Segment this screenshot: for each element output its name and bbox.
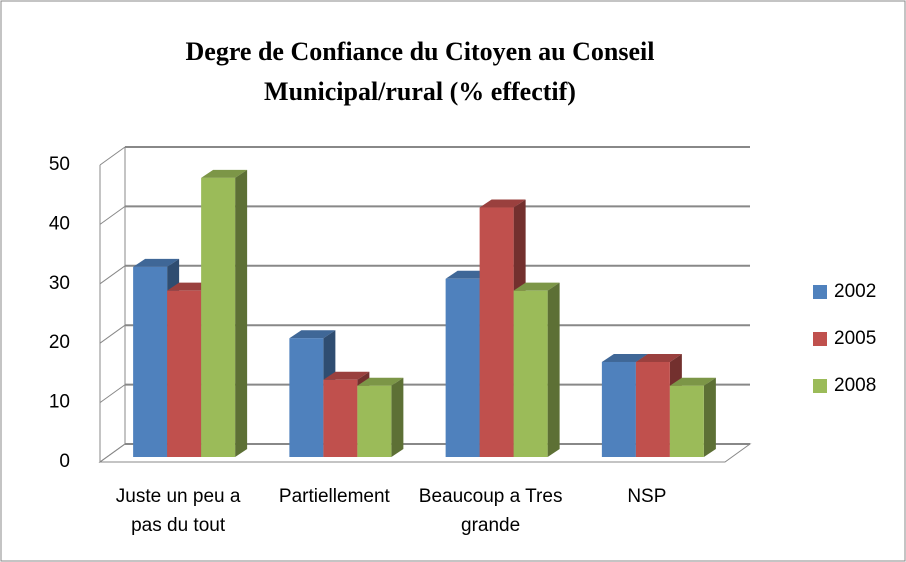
legend-swatch xyxy=(813,285,827,299)
bar-top xyxy=(479,199,526,208)
bar-top xyxy=(201,169,248,178)
chart-title: Degre de Confiance du Citoyen au Conseil… xyxy=(185,37,655,106)
grid-diagonal xyxy=(99,443,126,463)
y-tick-label: 20 xyxy=(49,332,70,353)
grid-diagonal xyxy=(99,146,126,166)
bar-top xyxy=(669,377,716,386)
bar-side xyxy=(547,282,560,457)
grid-diagonal xyxy=(99,205,126,225)
bar xyxy=(289,338,324,457)
y-tick-label: 0 xyxy=(59,451,70,472)
bar xyxy=(669,385,704,457)
bar-top xyxy=(513,282,560,291)
bar xyxy=(323,379,358,457)
bar-top xyxy=(635,353,682,362)
bar-top xyxy=(357,377,404,386)
y-tick-label: 30 xyxy=(49,273,70,294)
grid-diagonal xyxy=(99,324,126,344)
bar xyxy=(513,290,548,457)
bar xyxy=(167,290,202,457)
bar xyxy=(133,266,168,457)
bar xyxy=(201,177,236,457)
legend-swatch xyxy=(813,379,827,393)
bar-top xyxy=(289,330,336,339)
bar xyxy=(445,278,480,457)
x-tick-label: Partiellement xyxy=(278,486,390,507)
legend-label: 2005 xyxy=(834,328,876,349)
bar-side xyxy=(703,377,716,457)
bar-top xyxy=(323,371,370,380)
x-tick-label: NSP xyxy=(627,486,667,507)
x-tick-label: Beaucoup a Tres grande xyxy=(418,486,563,536)
bar-top xyxy=(601,353,648,362)
bar-top xyxy=(133,258,180,267)
bar-side xyxy=(391,377,404,457)
grid-diagonal xyxy=(99,384,126,404)
y-tick-label: 10 xyxy=(49,392,70,413)
grid-diagonal xyxy=(99,265,126,285)
bar-side xyxy=(235,169,248,457)
legend-label: 2002 xyxy=(834,281,876,302)
bar xyxy=(479,207,514,457)
bar xyxy=(357,385,392,457)
bar xyxy=(601,361,636,457)
legend-label: 2008 xyxy=(834,375,876,396)
y-tick-label: 50 xyxy=(49,154,70,175)
x-tick-label: Juste un peu a pas du tout xyxy=(115,486,241,536)
bar xyxy=(635,361,670,457)
legend-swatch xyxy=(813,332,827,346)
axis-wall xyxy=(99,147,126,463)
y-tick-label: 40 xyxy=(49,213,70,234)
